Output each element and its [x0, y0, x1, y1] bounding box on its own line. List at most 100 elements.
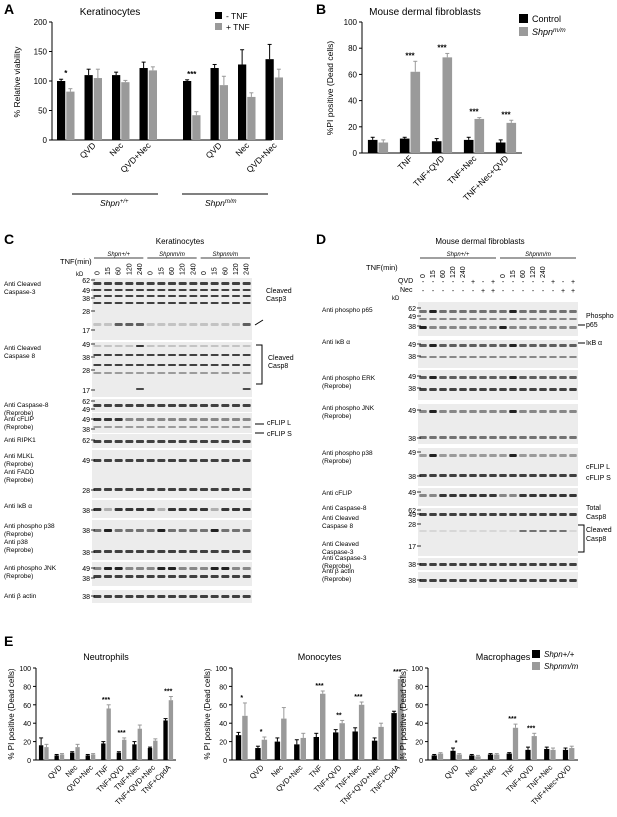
mw-marker: 62	[408, 508, 416, 515]
band	[157, 354, 166, 356]
band	[499, 563, 507, 566]
band	[210, 567, 219, 570]
band	[199, 575, 209, 578]
band	[469, 376, 477, 379]
band	[242, 575, 251, 578]
band	[231, 372, 241, 374]
bar	[431, 755, 437, 760]
band	[199, 289, 209, 291]
bar	[367, 139, 378, 153]
band	[519, 310, 527, 313]
band	[93, 529, 102, 532]
band	[114, 404, 123, 407]
band	[221, 345, 230, 347]
nec-sign: -	[522, 288, 525, 295]
band	[231, 282, 241, 285]
band	[539, 530, 547, 532]
band	[199, 595, 209, 598]
bar	[93, 78, 102, 140]
band	[569, 318, 577, 320]
panel-title: Mouse dermal fibroblasts	[369, 7, 481, 18]
band-annotation: IκB α	[586, 340, 602, 347]
band	[231, 323, 241, 326]
band	[231, 295, 241, 297]
band	[529, 410, 537, 413]
mw-marker: 28	[82, 309, 90, 316]
band	[559, 310, 567, 313]
band	[210, 364, 219, 366]
band	[221, 426, 230, 428]
band	[519, 318, 527, 320]
band	[93, 440, 102, 443]
bar	[442, 57, 453, 154]
band	[459, 344, 467, 347]
band	[221, 488, 230, 491]
band	[93, 488, 102, 491]
bar	[410, 71, 421, 153]
band	[519, 326, 527, 329]
band	[242, 418, 251, 421]
bar	[525, 749, 531, 760]
blot-label: Anti Cleaved	[322, 541, 359, 548]
bar	[66, 91, 75, 140]
band	[189, 295, 198, 297]
blot-label: (Reprobe)	[322, 383, 351, 390]
band	[242, 488, 251, 491]
time-label: 0	[201, 271, 208, 275]
band	[93, 282, 102, 285]
band	[114, 440, 123, 443]
mw-marker: 17	[408, 544, 416, 551]
band	[167, 282, 177, 285]
band	[479, 579, 487, 582]
band	[125, 302, 134, 304]
blot-label: Anti cFLIP	[4, 416, 34, 423]
band-annotation: Cleaved	[266, 288, 292, 295]
legend-label: Control	[532, 14, 561, 24]
band	[135, 426, 145, 428]
band	[210, 282, 219, 285]
band	[479, 563, 487, 566]
band	[549, 318, 557, 320]
band	[146, 529, 155, 532]
significance-marker: ***	[393, 669, 401, 676]
band	[459, 310, 467, 313]
band	[167, 567, 177, 570]
band	[479, 356, 487, 358]
band	[135, 354, 145, 356]
band	[231, 459, 241, 462]
band	[125, 529, 134, 532]
mw-marker: 38	[82, 296, 90, 303]
y-axis-label: %PI positive (Dead cells)	[325, 41, 335, 136]
blot-label: Anti Caspase-8	[322, 505, 367, 512]
band	[242, 459, 251, 462]
band	[231, 508, 241, 511]
blot-strip	[418, 448, 578, 486]
mw-marker: 38	[82, 550, 90, 557]
blot-label: (Reprobe)	[322, 458, 351, 465]
band	[135, 282, 145, 285]
band	[189, 282, 198, 285]
mw-marker: 38	[408, 474, 416, 481]
band	[103, 488, 113, 491]
band	[103, 323, 113, 326]
qvd-sign: +	[551, 279, 555, 286]
band	[469, 563, 477, 566]
band	[178, 282, 187, 285]
band	[157, 323, 166, 326]
time-label: 15	[510, 270, 517, 278]
band	[221, 418, 230, 421]
y-tick-label: 20	[348, 123, 357, 132]
band	[146, 372, 155, 374]
band	[429, 436, 437, 439]
y-axis-label: % PI positive (Dead cells)	[399, 668, 408, 759]
bar	[358, 704, 365, 760]
band	[231, 364, 241, 366]
band	[242, 364, 251, 366]
band	[509, 579, 517, 582]
band	[103, 364, 113, 366]
panel-letter: A	[4, 1, 14, 17]
qvd-sign: +	[571, 279, 575, 286]
band	[242, 550, 251, 553]
band	[199, 426, 209, 428]
band	[114, 508, 123, 511]
